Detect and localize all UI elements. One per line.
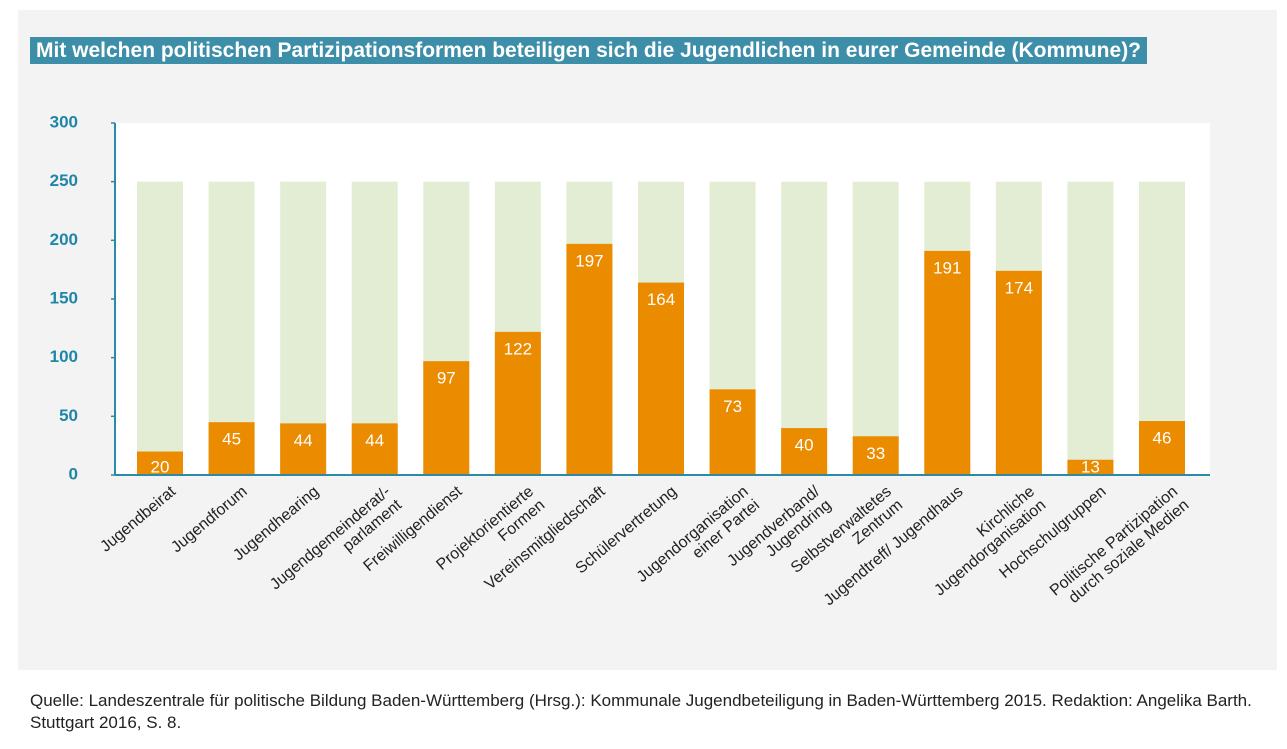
y-tick-label: 300 <box>50 112 78 131</box>
chart-title-box: Mit welchen politischen Partizipationsfo… <box>30 36 1258 66</box>
chart-title: Mit welchen politischen Partizipationsfo… <box>30 37 1148 64</box>
bar <box>1139 421 1185 475</box>
bar <box>423 361 470 475</box>
bar <box>137 181 183 475</box>
x-tick-label-line: Jugendbeirat <box>97 483 179 556</box>
y-tick-label: 150 <box>50 288 78 307</box>
bar <box>852 436 899 475</box>
bar <box>781 181 828 475</box>
value-label: 13 <box>1081 457 1100 476</box>
value-label: 45 <box>222 430 241 449</box>
bar <box>494 331 541 475</box>
x-tick-label-line: Politische Partizipation <box>1047 483 1181 600</box>
value-label: 46 <box>1153 429 1172 448</box>
x-tick-label: Politische Partizipationdurch soziale Me… <box>1047 483 1193 613</box>
bar <box>351 423 398 475</box>
value-label: 122 <box>504 339 532 358</box>
bar <box>1067 459 1114 475</box>
bar <box>1067 181 1114 475</box>
value-label: 191 <box>933 258 961 277</box>
value-label: 20 <box>151 457 170 476</box>
bar <box>852 181 899 475</box>
bar <box>924 250 971 475</box>
value-label: 44 <box>365 431 384 450</box>
x-tick-label-line: Jugendgemeinderat/- <box>267 483 394 593</box>
x-tick-label: Jugendbeirat <box>97 483 179 556</box>
y-tick-label: 250 <box>50 171 78 190</box>
value-label: 164 <box>647 290 675 309</box>
bar <box>995 270 1042 475</box>
bar <box>137 451 183 475</box>
value-label: 174 <box>1005 278 1033 297</box>
value-label: 73 <box>723 397 742 416</box>
bar <box>638 282 684 475</box>
bar <box>208 422 255 475</box>
bar <box>280 423 327 475</box>
bar <box>709 389 756 475</box>
source-note: Quelle: Landeszentrale für politische Bi… <box>30 691 1252 732</box>
value-label: 40 <box>795 436 814 455</box>
y-tick-label: 50 <box>59 406 78 425</box>
value-label: 44 <box>294 431 313 450</box>
y-tick-label: 200 <box>50 230 78 249</box>
value-label: 33 <box>866 444 885 463</box>
value-label: 197 <box>575 251 603 270</box>
y-tick-label: 100 <box>50 347 78 366</box>
value-label: 97 <box>437 369 456 388</box>
y-tick-label: 0 <box>69 464 78 483</box>
chart: 0 50 100 150 200 250 300 20 45 44 44 97 122 197 164 73 4… <box>50 112 1210 613</box>
bar <box>781 428 828 475</box>
bar <box>566 243 613 475</box>
